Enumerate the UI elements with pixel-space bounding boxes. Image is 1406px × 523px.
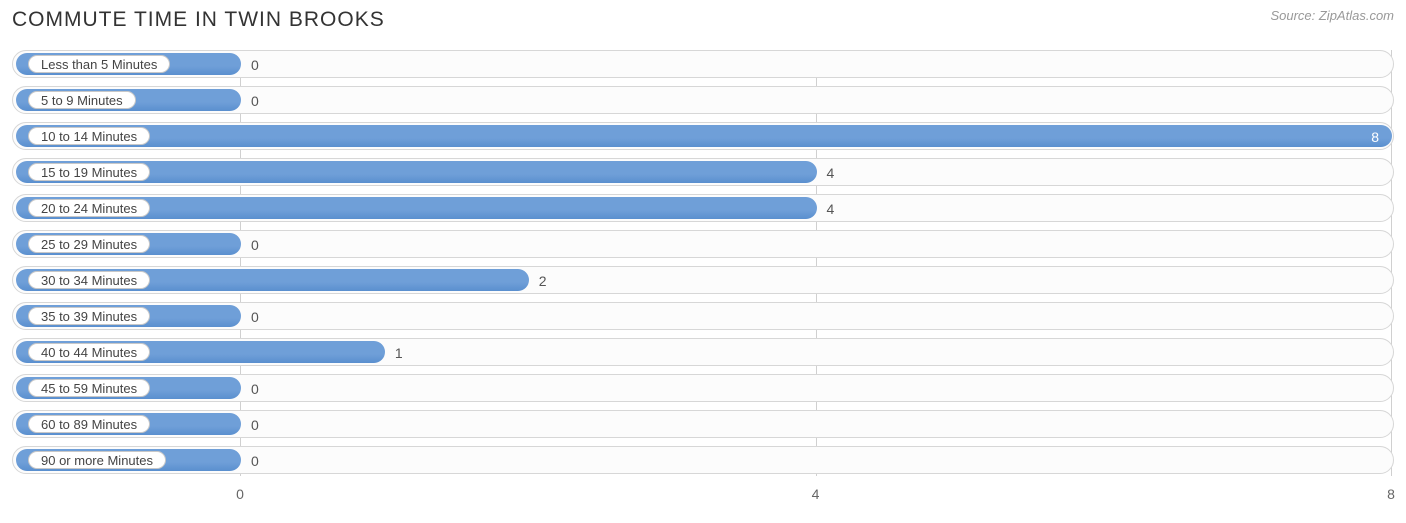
bar-row: 40 to 44 Minutes 1	[12, 338, 1394, 366]
bar-row: 15 to 19 Minutes 4	[12, 158, 1394, 186]
bar-value: 4	[827, 195, 835, 223]
bar-row: 35 to 39 Minutes 0	[12, 302, 1394, 330]
x-tick: 4	[812, 486, 820, 502]
category-pill: 60 to 89 Minutes	[28, 415, 150, 433]
bar-row: 45 to 59 Minutes 0	[12, 374, 1394, 402]
category-pill: 35 to 39 Minutes	[28, 307, 150, 325]
bar-row: 30 to 34 Minutes 2	[12, 266, 1394, 294]
bar-value: 0	[251, 303, 259, 331]
bar-value: 0	[251, 411, 259, 439]
category-pill: 20 to 24 Minutes	[28, 199, 150, 217]
category-pill: 40 to 44 Minutes	[28, 343, 150, 361]
bar-value: 0	[251, 231, 259, 259]
grid-line	[1391, 50, 1392, 476]
bar-value: 4	[827, 159, 835, 187]
bar-row: 10 to 14 Minutes 8	[12, 122, 1394, 150]
category-pill: 45 to 59 Minutes	[28, 379, 150, 397]
chart-container: COMMUTE TIME IN TWIN BROOKS Source: ZipA…	[0, 0, 1406, 523]
bar-row: 60 to 89 Minutes 0	[12, 410, 1394, 438]
x-tick: 8	[1387, 486, 1395, 502]
chart-title: COMMUTE TIME IN TWIN BROOKS	[12, 8, 385, 32]
chart-source: Source: ZipAtlas.com	[1270, 8, 1394, 23]
category-pill: Less than 5 Minutes	[28, 55, 170, 73]
bar	[16, 125, 1392, 147]
bar-row: Less than 5 Minutes 0	[12, 50, 1394, 78]
bar-value: 0	[251, 87, 259, 115]
bar-row: 90 or more Minutes 0	[12, 446, 1394, 474]
bar-value: 1	[395, 339, 403, 367]
bar-row: 20 to 24 Minutes 4	[12, 194, 1394, 222]
chart-plot-area: Less than 5 Minutes 0 5 to 9 Minutes 0 10 to…	[12, 50, 1394, 482]
x-axis: 0 4 8	[12, 480, 1394, 510]
category-pill: 25 to 29 Minutes	[28, 235, 150, 253]
category-pill: 15 to 19 Minutes	[28, 163, 150, 181]
category-pill: 10 to 14 Minutes	[28, 127, 150, 145]
bar-row: 5 to 9 Minutes 0	[12, 86, 1394, 114]
category-pill: 5 to 9 Minutes	[28, 91, 136, 109]
bar-value: 8	[1371, 123, 1379, 151]
category-pill: 30 to 34 Minutes	[28, 271, 150, 289]
bar-row: 25 to 29 Minutes 0	[12, 230, 1394, 258]
category-pill: 90 or more Minutes	[28, 451, 166, 469]
bar-value: 2	[539, 267, 547, 295]
bar-value: 0	[251, 375, 259, 403]
bar-value: 0	[251, 447, 259, 475]
x-tick: 0	[236, 486, 244, 502]
bar-value: 0	[251, 51, 259, 79]
chart-header: COMMUTE TIME IN TWIN BROOKS Source: ZipA…	[12, 8, 1394, 38]
